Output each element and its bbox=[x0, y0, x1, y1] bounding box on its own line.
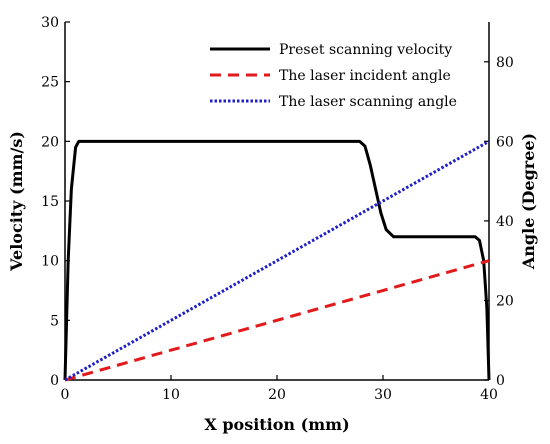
y-left-tick-label: 25 bbox=[41, 75, 59, 91]
legend-label-2: The laser incident angle bbox=[279, 68, 451, 84]
legend-label-3: The laser scanning angle bbox=[279, 94, 457, 110]
y-axis-right-title: Angle (Degree) bbox=[519, 133, 538, 270]
legend-label-1: Preset scanning velocity bbox=[279, 42, 452, 58]
x-tick-label: 30 bbox=[374, 387, 392, 403]
series-line-1 bbox=[63, 139, 491, 381]
series-line-3 bbox=[64, 140, 490, 382]
y-left-tick-label: 0 bbox=[50, 373, 59, 389]
x-tick-label: 10 bbox=[162, 387, 180, 403]
series-line-2 bbox=[64, 259, 490, 382]
y-right-tick-label: 0 bbox=[496, 373, 505, 389]
y-left-tick-label: 30 bbox=[41, 15, 59, 31]
y-left-tick-label: 5 bbox=[50, 313, 59, 329]
y-right-tick-label: 80 bbox=[496, 55, 514, 71]
y-left-tick-label: 15 bbox=[41, 194, 59, 210]
y-left-tick-label: 10 bbox=[41, 254, 59, 270]
y-axis-left-title: Velocity (mm/s) bbox=[7, 131, 26, 272]
y-left-tick-label: 20 bbox=[41, 134, 59, 150]
x-axis-title: X position (mm) bbox=[204, 415, 349, 434]
y-right-tick-label: 20 bbox=[496, 293, 514, 309]
x-tick-label: 0 bbox=[61, 387, 70, 403]
x-tick-label: 40 bbox=[480, 387, 498, 403]
x-tick-label: 20 bbox=[268, 387, 286, 403]
legend: Preset scanning velocity The laser incide… bbox=[210, 42, 457, 110]
series-lines bbox=[63, 139, 491, 382]
y-right-tick-label: 60 bbox=[496, 134, 514, 150]
y-right-tick-label: 40 bbox=[496, 214, 514, 230]
